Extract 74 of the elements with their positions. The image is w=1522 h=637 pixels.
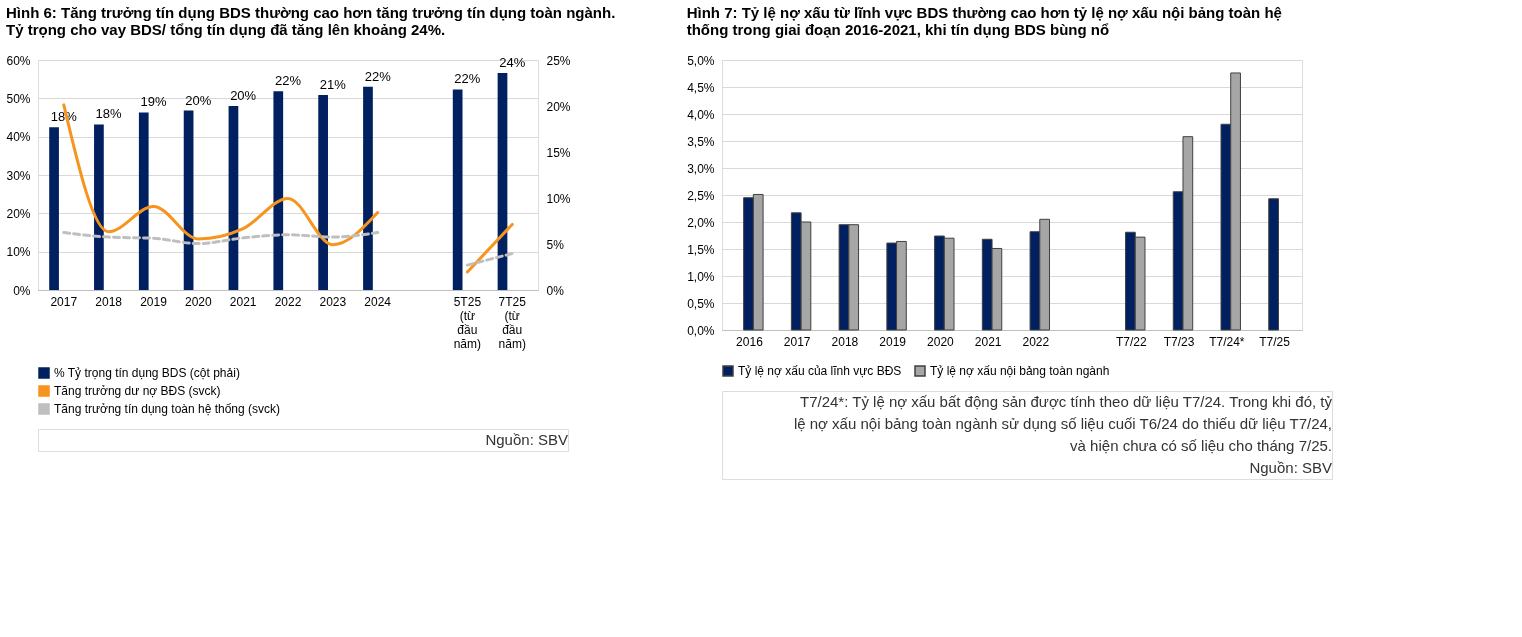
x-tick-label: T7/23 <box>1163 334 1195 349</box>
y-tick-label: 3,5% <box>687 134 715 149</box>
x-tick-label: 2020 <box>927 334 955 349</box>
bar <box>138 112 149 290</box>
bar <box>318 94 328 290</box>
y-tick-label: 4,0% <box>687 107 715 122</box>
x-tick-label: T7/22 <box>1116 334 1148 349</box>
x-tick-label: T7/25 <box>1259 334 1291 349</box>
y-tick-label: 4,5% <box>687 80 715 95</box>
x-tick-label: 2022 <box>1022 334 1050 349</box>
x-tick-label: 7T25 (từ đầu năm) <box>498 294 527 351</box>
bar <box>452 89 463 290</box>
bar <box>497 72 508 290</box>
y-tick-label: 1,0% <box>687 269 715 284</box>
y-tick-label: 0,0% <box>687 323 715 338</box>
x-tick-label: 2024 <box>364 294 392 309</box>
data-label: 22% <box>454 71 481 87</box>
x-tick-label: 2020 <box>184 294 212 309</box>
legend-label: Tỷ lệ nợ xấu nội bảng toàn ngành <box>930 364 1110 378</box>
y-tick-label: 50% <box>6 91 31 106</box>
chart-title: Hình 7: Tỷ lệ nợ xấu từ lĩnh vực BDS thường cao hơn tỷ lệ nợ xấu nội bảng toàn hệ thống trong giai đoạn 2016-2021, khi tín dụng BDS bùng nổ <box>686 4 1282 38</box>
x-tick-label: 2016 <box>736 334 764 349</box>
y2-tick-label: 0% <box>546 283 565 298</box>
data-label: 22% <box>274 73 302 89</box>
legend-label: Tỷ lệ nợ xấu của lĩnh vực BĐS <box>738 364 902 378</box>
x-tick-label: 2021 <box>229 294 257 309</box>
y2-tick-label: 5% <box>546 237 565 252</box>
x-tick-label: 2022 <box>274 294 302 309</box>
bar <box>228 106 239 290</box>
data-label: 21% <box>319 76 347 92</box>
y2-tick-label: 20% <box>546 99 571 114</box>
y-tick-label: 40% <box>6 130 31 145</box>
x-tick-label: 2017 <box>50 294 78 309</box>
data-label: 18% <box>95 106 123 122</box>
chart-title: Hình 6: Tăng trưởng tín dụng BDS thường cao hơn tăng trưởng tín dụng toàn ngành. Tỷ trọng cho vay BDS/ tổng tín dụng đã tăng lên khoảng 24%. <box>5 4 616 38</box>
x-tick-label: 2019 <box>140 294 168 309</box>
y-tick-label: 30% <box>6 168 31 183</box>
x-tick-label: 2021 <box>974 334 1002 349</box>
legend-label: % Tỷ trọng tín dụng BDS (cột phải) <box>54 366 240 380</box>
data-label: 19% <box>140 94 167 110</box>
y-tick-label: 3,0% <box>687 161 715 176</box>
y-tick-label: 1,5% <box>687 242 715 257</box>
data-label: 24% <box>499 54 526 70</box>
text: Nguồn: SBV <box>485 431 568 448</box>
y-tick-label: 0% <box>13 283 31 298</box>
y-tick-label: 2,5% <box>687 188 715 203</box>
y-tick-label: 10% <box>6 245 31 260</box>
bar <box>363 86 373 290</box>
bar <box>49 127 59 290</box>
data-label: 20% <box>230 88 257 103</box>
x-tick-label: 2018 <box>95 294 123 309</box>
x-tick-label: T7/24* <box>1209 334 1245 349</box>
y-tick-label: 60% <box>6 53 31 68</box>
data-label: 20% <box>185 92 212 108</box>
bar <box>1268 198 1279 331</box>
x-tick-label: 2019 <box>879 334 907 349</box>
y-tick-label: 5,0% <box>687 53 715 68</box>
legend-label: Tăng trưởng dư nợ BĐS (svck) <box>54 384 221 398</box>
bar <box>273 91 284 290</box>
x-tick-label: 2023 <box>319 294 347 309</box>
y-tick-label: 0,5% <box>687 296 715 311</box>
legend-label: Tăng trưởng tín dụng toàn hệ thống (svck) <box>54 402 281 416</box>
y2-tick-label: 25% <box>546 53 571 68</box>
text: T7/24*: Tỷ lệ nợ xấu bất động sản được tính theo dữ liệu T7/24. Trong khi đó, tỷ lệ nợ xấu nội bảng toàn ngành sử dụng số liệu cuối T6/24 do thiếu dữ liệu T7/24, và hiện chưa có số liệu cho tháng 7/25. <box>793 393 1333 454</box>
y-tick-label: 20% <box>6 206 31 221</box>
y-tick-label: 2,0% <box>687 215 715 230</box>
x-tick-label: 2017 <box>783 334 811 349</box>
data-label: 22% <box>364 68 392 84</box>
y2-tick-label: 10% <box>546 191 571 206</box>
x-tick-label: 5T25 (từ đầu năm) <box>453 294 482 351</box>
text: Nguồn: SBV <box>1249 459 1332 476</box>
x-tick-label: 2018 <box>831 334 859 349</box>
y2-tick-label: 15% <box>546 145 571 160</box>
bar <box>94 124 104 290</box>
